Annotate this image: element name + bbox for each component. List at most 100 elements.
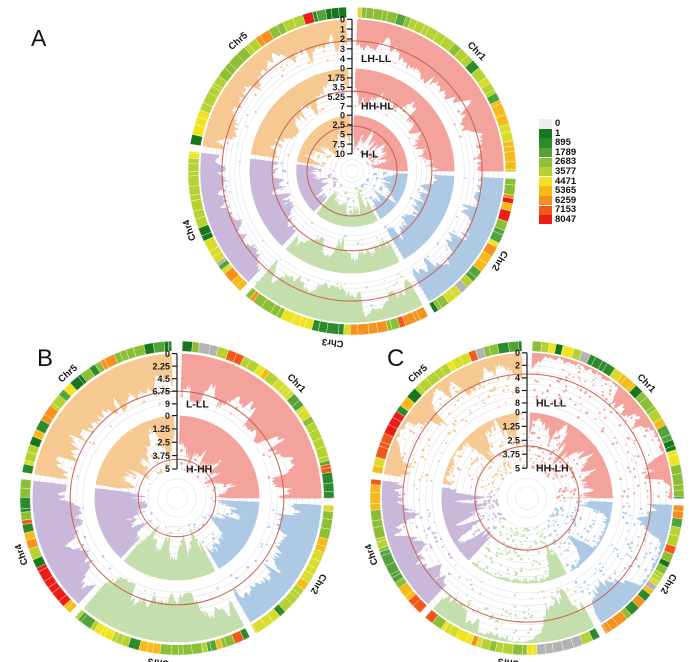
- scatter-dot: [581, 590, 584, 594]
- scatter-dot: [321, 199, 324, 203]
- scatter-dot: [513, 631, 515, 634]
- scatter-dot: [555, 520, 557, 523]
- scatter-dot: [274, 432, 277, 436]
- scatter-dot: [370, 164, 372, 166]
- scatter-dot: [562, 454, 565, 456]
- axis-tick-label: 0: [165, 411, 170, 421]
- scatter-dot: [469, 434, 472, 437]
- scatter-dot: [562, 489, 565, 493]
- scatter-dot: [328, 96, 330, 99]
- scatter-dot: [258, 125, 262, 129]
- scatter-dot: [459, 370, 463, 373]
- scatter-dot: [584, 380, 587, 383]
- scatter-dot: [452, 423, 456, 426]
- scatter-dot: [435, 158, 438, 161]
- scatter-dot: [473, 437, 476, 440]
- scatter-dot: [537, 592, 539, 594]
- scatter-dot: [481, 485, 484, 489]
- scatter-dot: [576, 532, 579, 535]
- axis-tick-label: 2: [340, 34, 345, 44]
- scatter-dot: [556, 590, 559, 594]
- scatter-dot: [215, 627, 219, 631]
- scatter-dot: [553, 437, 556, 440]
- scatter-dot: [438, 388, 441, 391]
- scatter-dot: [379, 253, 382, 256]
- scatter-dot: [467, 600, 469, 602]
- scatter-dot: [513, 570, 516, 573]
- scatter-dot: [632, 426, 635, 429]
- scatter-dot: [254, 250, 257, 252]
- heatmap-color-legend: 0 1 895 1789 2683 3577 4471 5365 6259 7153 8047: [539, 119, 576, 225]
- scatter-dot: [456, 501, 459, 505]
- scatter-dot: [416, 572, 420, 576]
- scatter-dot: [221, 520, 224, 524]
- scatter-dot: [144, 449, 146, 452]
- heatmap-segment: [369, 484, 381, 493]
- scatter-dot: [339, 185, 342, 188]
- heatmap-segment: [518, 340, 523, 352]
- scatter-dot: [536, 436, 539, 439]
- scatter-dot: [559, 452, 562, 455]
- scatter-dot: [508, 551, 511, 554]
- scatter-dot: [560, 633, 563, 636]
- density-fill-chr3: [83, 576, 245, 643]
- scatter-dot: [558, 495, 561, 498]
- scatter-dot: [386, 114, 388, 116]
- scatter-dot: [546, 474, 550, 478]
- scatter-dot: [212, 126, 215, 129]
- scatter-dot: [653, 521, 655, 523]
- scatter-dot: [302, 311, 305, 314]
- scatter-dot: [238, 160, 241, 163]
- scatter-dot: [394, 550, 397, 553]
- scatter-dot: [421, 184, 424, 187]
- scatter-dot: [539, 535, 543, 538]
- scatter-dot: [386, 514, 389, 517]
- scatter-dot: [641, 471, 644, 474]
- scatter-dot: [553, 469, 556, 472]
- scatter-dot: [538, 562, 541, 566]
- scatter-dot: [491, 475, 495, 479]
- scatter-dot: [230, 105, 232, 108]
- scatter-dot: [483, 517, 485, 520]
- scatter-dot: [266, 173, 269, 176]
- scatter-dot: [547, 564, 551, 568]
- scatter-dot: [373, 45, 377, 48]
- scatter-dot: [558, 442, 561, 446]
- scatter-dot: [108, 567, 111, 570]
- scatter-dot: [238, 534, 242, 537]
- scatter-dot: [420, 540, 423, 543]
- scatter-dot: [265, 153, 269, 157]
- scatter-dot: [241, 267, 244, 269]
- scatter-dot: [217, 182, 219, 185]
- scatter-dot: [310, 135, 314, 138]
- scatter-dot: [319, 214, 323, 218]
- scatter-dot: [284, 290, 287, 293]
- scatter-dot: [583, 486, 587, 489]
- scatter-dot: [524, 617, 527, 620]
- scatter-dot: [541, 398, 544, 401]
- scatter-dot: [183, 468, 186, 471]
- scatter-dot: [546, 389, 549, 393]
- scatter-dot: [362, 183, 365, 186]
- scatter-dot: [113, 471, 116, 474]
- scatter-dot: [414, 568, 418, 571]
- scatter-dot: [464, 491, 467, 494]
- scatter-dot: [391, 482, 393, 484]
- scatter-dot: [361, 203, 365, 207]
- scatter-dot: [434, 536, 437, 539]
- scatter-dot: [208, 199, 212, 203]
- scatter-dot: [535, 526, 539, 529]
- scatter-dot: [626, 495, 629, 498]
- scatter-dot: [226, 382, 229, 385]
- scatter-dot: [628, 505, 631, 508]
- scatter-dot: [475, 530, 478, 532]
- scatter-dot: [608, 576, 612, 580]
- axis-tick-label: 5: [165, 464, 170, 474]
- scatter-dot: [412, 212, 416, 215]
- scatter-dot: [101, 391, 104, 395]
- scatter-dot: [646, 495, 649, 498]
- scatter-dot: [646, 490, 649, 492]
- scatter-dot: [426, 548, 428, 551]
- axis-tick-label: 3.5: [332, 83, 345, 93]
- scatter-dot: [588, 592, 591, 595]
